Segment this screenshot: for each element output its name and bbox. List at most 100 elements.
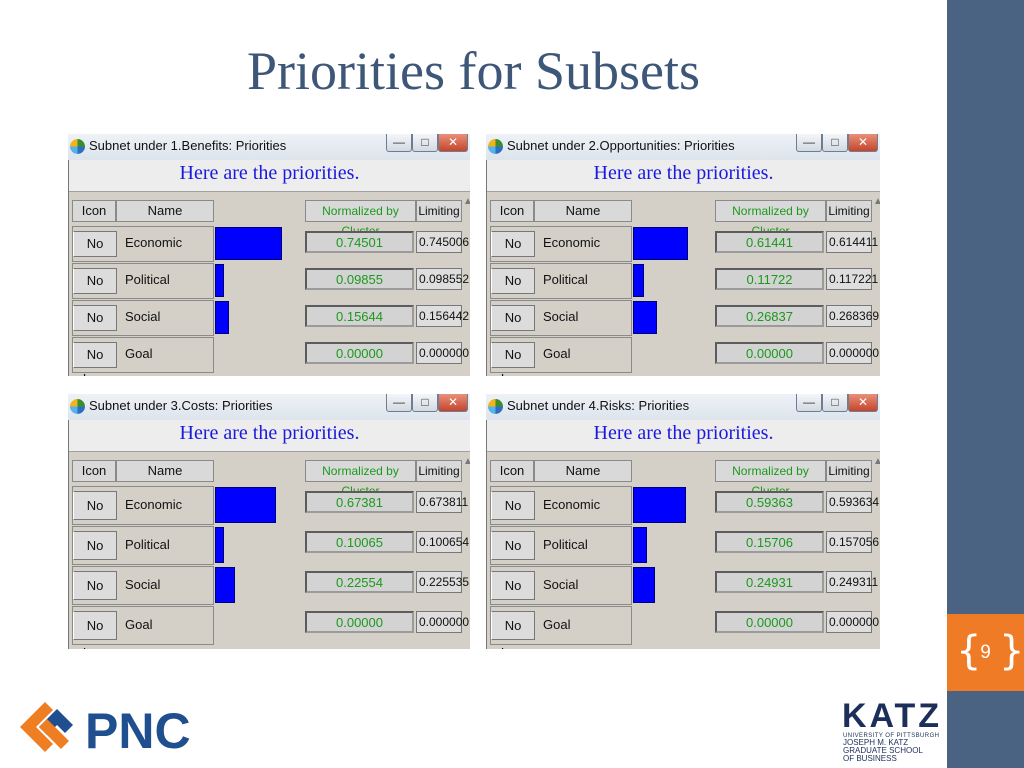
priority-bar bbox=[633, 264, 644, 297]
heading-area: Here are the priorities. bbox=[487, 160, 880, 192]
row-name-cell: Economic bbox=[125, 235, 183, 250]
priorities-window: Subnet under 2.Opportunities: Priorities… bbox=[486, 134, 880, 376]
minimize-icon[interactable]: — bbox=[386, 394, 412, 412]
limiting-value: 0.157056 bbox=[826, 531, 879, 553]
row-icon-cell: No Icon bbox=[491, 231, 535, 275]
window-title: Subnet under 4.Risks: Priorities bbox=[507, 398, 690, 413]
priority-bar bbox=[633, 227, 688, 260]
column-header-limiting[interactable]: Limiting bbox=[416, 200, 462, 222]
row-name-cell: Social bbox=[543, 309, 579, 324]
minimize-icon[interactable]: — bbox=[796, 394, 822, 412]
right-brace-icon: } bbox=[999, 628, 1024, 674]
column-header-icon[interactable]: Icon bbox=[72, 460, 116, 482]
priorities-heading: Here are the priorities. bbox=[593, 162, 774, 184]
app-icon bbox=[488, 139, 503, 154]
left-brace-icon: { bbox=[956, 628, 982, 674]
pnc-logo: PNC bbox=[20, 702, 191, 757]
priority-bar bbox=[215, 227, 282, 260]
row-name-cell: Economic bbox=[543, 497, 601, 512]
priorities-heading: Here are the priorities. bbox=[179, 422, 360, 444]
column-header-icon[interactable]: Icon bbox=[490, 200, 534, 222]
katz-line-3: GRADUATE SCHOOL bbox=[843, 746, 923, 755]
row-icon-cell: No Icon bbox=[73, 611, 117, 649]
row-name-cell: Economic bbox=[125, 497, 183, 512]
normalized-value: 0.67381 bbox=[305, 491, 414, 513]
limiting-value: 0.268369 bbox=[826, 305, 879, 327]
row-icon-cell: No Icon bbox=[73, 571, 117, 620]
close-icon[interactable]: ✕ bbox=[438, 394, 468, 412]
scroll-up-icon[interactable]: ▲ bbox=[873, 196, 880, 207]
normalized-value: 0.15706 bbox=[715, 531, 824, 553]
limiting-value: 0.614411 bbox=[826, 231, 878, 253]
scroll-up-icon[interactable]: ▲ bbox=[873, 456, 880, 467]
maximize-icon[interactable]: □ bbox=[822, 134, 848, 152]
priority-bar bbox=[215, 527, 224, 563]
app-icon bbox=[488, 399, 503, 414]
close-icon[interactable]: ✕ bbox=[848, 394, 878, 412]
priority-bar bbox=[633, 527, 647, 563]
window-title: Subnet under 3.Costs: Priorities bbox=[89, 398, 273, 413]
normalized-value: 0.00000 bbox=[715, 342, 824, 364]
app-icon bbox=[70, 399, 85, 414]
row-name-cell: Goal bbox=[543, 346, 571, 361]
katz-wordmark: KATZ bbox=[842, 697, 939, 735]
priority-bar bbox=[633, 301, 657, 334]
limiting-value: 0.000000 bbox=[826, 611, 879, 633]
close-icon[interactable]: ✕ bbox=[438, 134, 468, 152]
column-header-limiting[interactable]: Limiting bbox=[826, 200, 872, 222]
column-header-normalized[interactable]: Normalized by Cluster bbox=[715, 460, 826, 498]
column-header-normalized[interactable]: Normalized by Cluster bbox=[305, 460, 416, 498]
column-header-name[interactable]: Name bbox=[116, 460, 214, 482]
column-header-normalized[interactable]: Normalized by Cluster bbox=[305, 200, 416, 238]
limiting-value: 0.000000 bbox=[416, 342, 469, 364]
normalized-value: 0.00000 bbox=[305, 342, 414, 364]
heading-area: Here are the priorities. bbox=[69, 420, 470, 452]
pnc-wordmark: PNC bbox=[85, 703, 191, 757]
window-titlebar[interactable]: Subnet under 3.Costs: Priorities — □ ✕ bbox=[68, 394, 470, 420]
column-header-name[interactable]: Name bbox=[534, 200, 632, 222]
priorities-window: Subnet under 4.Risks: Priorities — □ ✕ Here … bbox=[486, 394, 880, 649]
column-header-icon[interactable]: Icon bbox=[490, 460, 534, 482]
scroll-up-icon[interactable]: ▲ bbox=[463, 456, 470, 467]
priorities-panel: Here are the priorities. Icon Name Normaliz… bbox=[486, 160, 880, 376]
row-icon-cell: No Icon bbox=[73, 231, 117, 275]
row-icon-cell: No Icon bbox=[73, 531, 117, 580]
minimize-icon[interactable]: — bbox=[796, 134, 822, 152]
column-header-name[interactable]: Name bbox=[116, 200, 214, 222]
row-icon-cell: No Icon bbox=[73, 491, 117, 540]
column-header-limiting[interactable]: Limiting bbox=[826, 460, 872, 482]
priority-bar bbox=[215, 487, 276, 523]
maximize-icon[interactable]: □ bbox=[412, 394, 438, 412]
close-icon[interactable]: ✕ bbox=[848, 134, 878, 152]
pnc-arrow-icon bbox=[20, 702, 73, 752]
row-icon-cell: No Icon bbox=[73, 342, 117, 376]
priorities-heading: Here are the priorities. bbox=[593, 422, 774, 444]
limiting-value: 0.000000 bbox=[826, 342, 879, 364]
page-number: 9 bbox=[980, 642, 991, 663]
minimize-icon[interactable]: — bbox=[386, 134, 412, 152]
maximize-icon[interactable]: □ bbox=[822, 394, 848, 412]
row-icon-cell: No Icon bbox=[491, 611, 535, 649]
limiting-value: 0.225535 bbox=[416, 571, 469, 593]
maximize-icon[interactable]: □ bbox=[412, 134, 438, 152]
window-titlebar[interactable]: Subnet under 2.Opportunities: Priorities… bbox=[486, 134, 880, 160]
column-header-normalized[interactable]: Normalized by Cluster bbox=[715, 200, 826, 238]
normalized-value: 0.24931 bbox=[715, 571, 824, 593]
column-header-icon[interactable]: Icon bbox=[72, 200, 116, 222]
window-title: Subnet under 1.Benefits: Priorities bbox=[89, 138, 287, 153]
window-titlebar[interactable]: Subnet under 4.Risks: Priorities — □ ✕ bbox=[486, 394, 880, 420]
priority-bar bbox=[215, 567, 235, 603]
column-header-name[interactable]: Name bbox=[534, 460, 632, 482]
limiting-value: 0.100654 bbox=[416, 531, 469, 553]
priorities-panel: Here are the priorities. Icon Name Normaliz… bbox=[68, 420, 470, 649]
row-name-cell: Social bbox=[125, 309, 161, 324]
priority-bar bbox=[215, 301, 229, 334]
window-titlebar[interactable]: Subnet under 1.Benefits: Priorities — □ ✕ bbox=[68, 134, 470, 160]
priority-bar bbox=[215, 264, 224, 297]
column-header-limiting[interactable]: Limiting bbox=[416, 460, 462, 482]
normalized-value: 0.09855 bbox=[305, 268, 414, 290]
normalized-value: 0.00000 bbox=[715, 611, 824, 633]
scroll-up-icon[interactable]: ▲ bbox=[463, 196, 470, 207]
normalized-value: 0.22554 bbox=[305, 571, 414, 593]
row-icon-cell: No Icon bbox=[491, 268, 535, 312]
